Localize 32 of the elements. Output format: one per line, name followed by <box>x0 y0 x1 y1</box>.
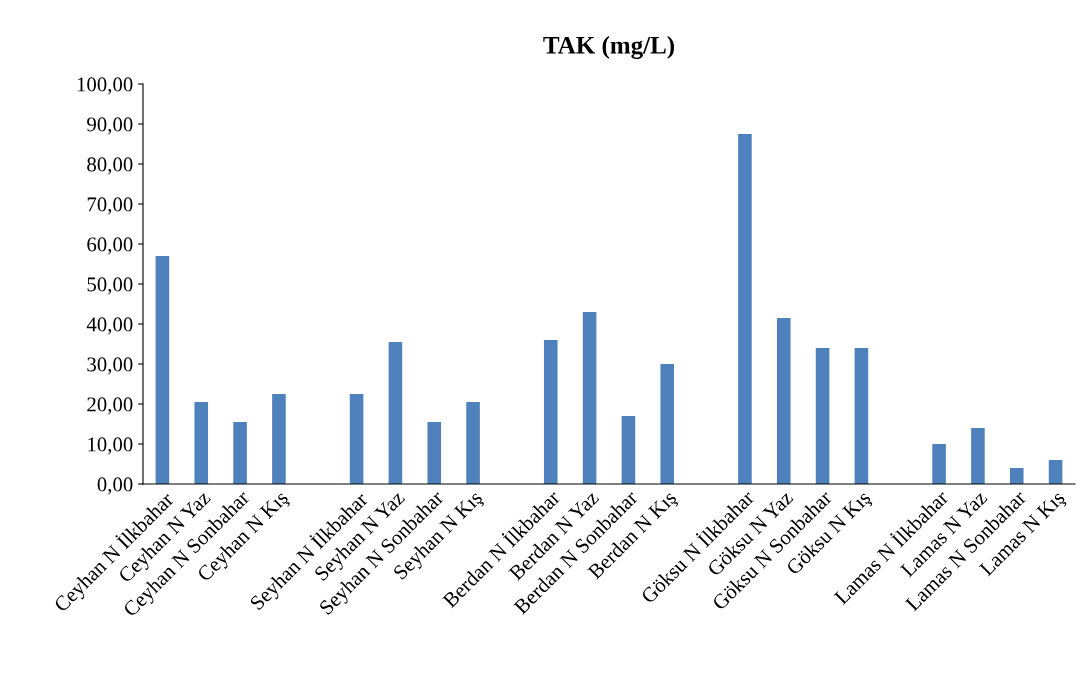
y-tick-label: 30,00 <box>87 357 133 375</box>
bar <box>349 394 364 484</box>
bar <box>660 364 675 484</box>
y-tick-label: 70,00 <box>87 197 133 215</box>
bar <box>155 256 170 484</box>
bar <box>543 340 558 484</box>
y-tick-label: 90,00 <box>87 117 133 135</box>
bar <box>854 348 869 484</box>
y-tick-label: 10,00 <box>88 437 133 455</box>
y-tick-label: 60,00 <box>87 237 133 255</box>
bar <box>1009 468 1024 484</box>
y-tick-label: 100,00 <box>77 77 133 95</box>
chart-title: TAK (mg/L) <box>543 36 674 59</box>
bar <box>621 416 636 484</box>
y-tick-label: 20,00 <box>87 397 133 415</box>
y-tick-label: 0,00 <box>97 477 133 495</box>
bar <box>194 402 209 484</box>
bar <box>815 348 830 484</box>
y-tick-label: 80,00 <box>87 157 133 175</box>
bar <box>776 318 791 484</box>
bar <box>427 422 442 484</box>
bar <box>582 312 597 484</box>
bar <box>932 444 946 484</box>
bar <box>233 422 247 484</box>
bar <box>738 134 752 484</box>
bar <box>388 342 403 484</box>
y-tick-label: 50,00 <box>87 277 133 295</box>
y-tick-label: 40,00 <box>86 317 133 335</box>
bar <box>466 402 480 484</box>
bar <box>971 428 985 484</box>
bar <box>272 394 286 484</box>
bar <box>1048 460 1063 484</box>
